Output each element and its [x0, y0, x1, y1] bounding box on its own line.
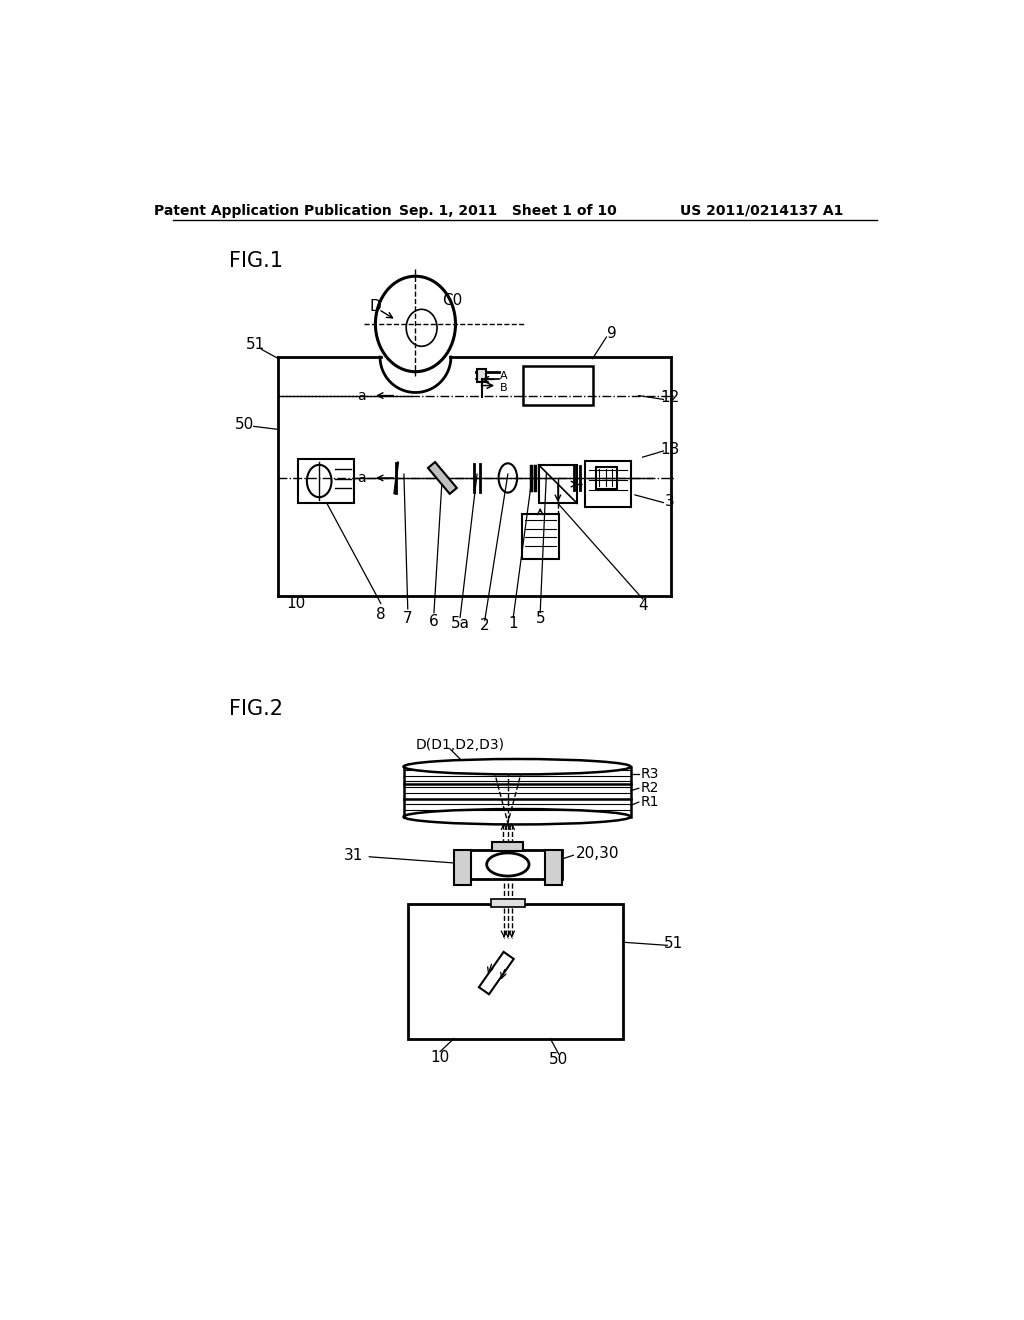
Text: 8: 8 — [376, 607, 386, 622]
Text: 50: 50 — [234, 417, 254, 432]
Text: 1: 1 — [509, 616, 518, 631]
Polygon shape — [479, 952, 514, 994]
Text: a: a — [356, 471, 366, 484]
Text: A: A — [500, 371, 508, 381]
Text: a: a — [356, 388, 366, 403]
Bar — [521, 515, 559, 558]
Text: 31: 31 — [344, 847, 364, 863]
Bar — [477, 370, 486, 381]
Text: FIG.2: FIG.2 — [229, 700, 283, 719]
Text: C0: C0 — [442, 293, 463, 309]
Bar — [596, 467, 617, 488]
Text: B: B — [500, 383, 508, 393]
Text: R2: R2 — [640, 781, 658, 795]
Text: US 2011/0214137 A1: US 2011/0214137 A1 — [680, 203, 844, 218]
Bar — [545, 850, 562, 886]
Text: Sep. 1, 2011   Sheet 1 of 10: Sep. 1, 2011 Sheet 1 of 10 — [399, 203, 616, 218]
Text: R3: R3 — [640, 767, 658, 781]
Text: FIG.1: FIG.1 — [229, 251, 283, 271]
Text: 4: 4 — [638, 598, 647, 614]
Text: 51: 51 — [664, 936, 683, 952]
Text: D(D1,D2,D3): D(D1,D2,D3) — [416, 738, 505, 752]
Text: 9: 9 — [607, 326, 616, 342]
Text: Patent Application Publication: Patent Application Publication — [155, 203, 392, 218]
Bar — [490, 899, 525, 907]
Ellipse shape — [486, 853, 529, 876]
Bar — [585, 461, 631, 507]
Bar — [408, 904, 624, 1039]
Text: 20,30: 20,30 — [575, 846, 620, 861]
Polygon shape — [428, 462, 457, 494]
Ellipse shape — [403, 759, 631, 775]
Bar — [493, 842, 523, 851]
Text: 6: 6 — [429, 614, 439, 628]
Bar — [298, 459, 354, 503]
Text: 2: 2 — [480, 618, 489, 634]
Bar — [454, 850, 562, 879]
Bar — [454, 850, 471, 886]
Bar — [539, 465, 578, 503]
Text: 10: 10 — [430, 1051, 450, 1065]
Ellipse shape — [403, 809, 631, 825]
Text: 5a: 5a — [451, 616, 470, 631]
Text: 7: 7 — [403, 611, 413, 626]
Text: 10: 10 — [287, 595, 306, 611]
Text: R1: R1 — [640, 795, 658, 809]
Text: 51: 51 — [246, 337, 265, 352]
Text: 13: 13 — [659, 442, 679, 457]
Text: 12: 12 — [659, 389, 679, 405]
Text: D: D — [370, 298, 381, 314]
Text: 50: 50 — [549, 1052, 568, 1067]
Text: 5: 5 — [536, 611, 545, 626]
Bar — [523, 367, 593, 405]
Text: 3: 3 — [665, 494, 675, 508]
